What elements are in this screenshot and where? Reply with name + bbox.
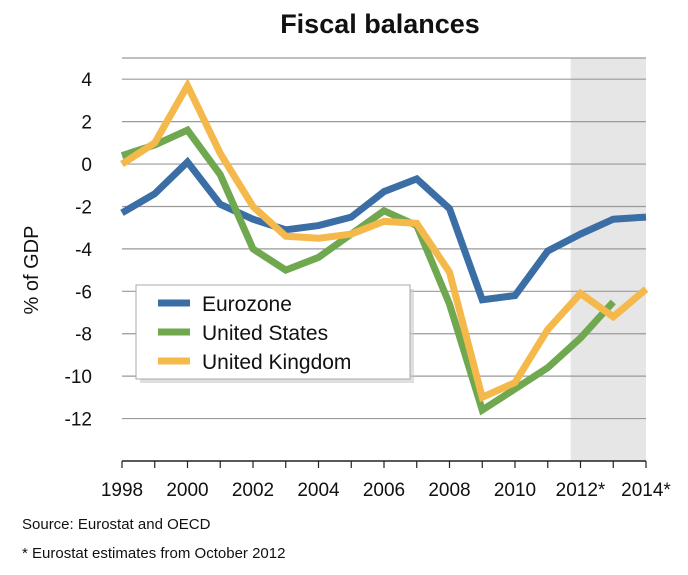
x-axis-ticks <box>121 461 647 468</box>
y-axis-tick-labels: 4 2 0 -2 -4 -6 -8 -10 -12 <box>65 70 93 430</box>
legend-label-united-states: United States <box>202 322 328 345</box>
x-tick-label: 2014* <box>621 480 671 501</box>
series-line-united-kingdom <box>120 78 649 403</box>
x-tick-label: 2004 <box>297 480 340 501</box>
y-tick-label: -8 <box>75 325 92 346</box>
legend-label-united-kingdom: United Kingdom <box>202 351 351 374</box>
y-tick-label: 0 <box>81 155 92 176</box>
legend-label-eurozone: Eurozone <box>202 293 292 316</box>
y-tick-label: -6 <box>75 282 92 303</box>
chart-title: Fiscal balances <box>280 9 480 39</box>
source-note: Source: Eurostat and OECD <box>22 516 211 533</box>
y-tick-label: -2 <box>75 197 92 218</box>
estimate-region <box>570 58 646 461</box>
x-axis-tick-labels: 1998 2000 2002 2004 2006 2008 2010 2012* 2014* <box>101 480 672 501</box>
y-axis-label: % of GDP <box>21 226 43 315</box>
y-tick-label: -12 <box>65 410 92 431</box>
y-tick-label: -4 <box>75 240 92 261</box>
y-tick-label: -10 <box>65 367 92 388</box>
series-line-united-states <box>120 125 616 416</box>
y-tick-label: 4 <box>81 70 92 91</box>
estimate-shaded-region <box>570 58 646 461</box>
fiscal-balances-chart: Fiscal balances 4 2 0 -2 -4 -6 -8 -10 -12 1998 20… <box>21 9 672 501</box>
x-tick-label: 2006 <box>363 480 405 501</box>
y-tick-label: 2 <box>81 113 92 134</box>
legend: Eurozone United States United Kingdom <box>135 284 414 383</box>
series-line-eurozone <box>120 156 647 304</box>
x-tick-label: 2010 <box>494 480 536 501</box>
x-tick-label: 2002 <box>232 480 274 501</box>
x-tick-label: 2000 <box>166 480 208 501</box>
x-tick-label: 2008 <box>428 480 470 501</box>
series-lines <box>120 78 649 416</box>
x-tick-label: 2012* <box>556 480 606 501</box>
x-tick-label: 1998 <box>101 480 143 501</box>
footnote: * Eurostat estimates from October 2012 <box>22 545 286 562</box>
